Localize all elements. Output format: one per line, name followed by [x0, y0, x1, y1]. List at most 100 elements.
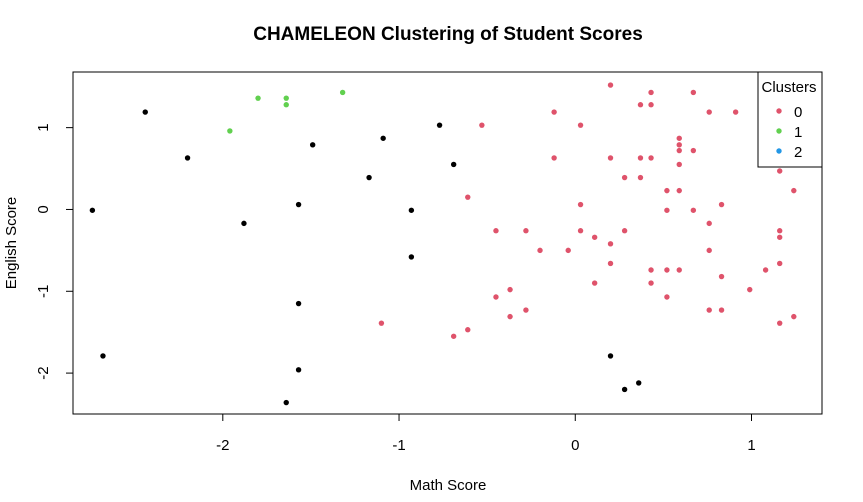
point-cluster-0 — [718, 201, 725, 208]
point-cluster-0 — [690, 147, 697, 154]
point-noise — [366, 174, 372, 181]
point-cluster-0 — [465, 327, 471, 333]
point-cluster-0 — [762, 267, 769, 273]
point-cluster-0 — [648, 267, 654, 273]
point-cluster-0 — [551, 109, 557, 115]
point-cluster-0 — [637, 155, 644, 161]
point-noise — [100, 353, 106, 359]
legend-marker-2 — [776, 148, 782, 154]
point-cluster-1 — [339, 89, 346, 96]
point-noise — [142, 109, 148, 115]
point-cluster-0 — [648, 102, 654, 108]
legend-label-1: 1 — [794, 124, 802, 141]
point-cluster-0 — [523, 307, 529, 313]
point-noise — [436, 122, 443, 128]
point-cluster-0 — [676, 267, 682, 273]
x-axis-label: Math Score — [410, 477, 487, 494]
point-cluster-0 — [621, 174, 628, 181]
point-noise — [295, 367, 302, 373]
legend: Clusters 0 1 2 — [757, 71, 823, 168]
point-noise — [309, 142, 316, 148]
point-cluster-0 — [537, 247, 543, 254]
point-cluster-0 — [507, 286, 513, 293]
x-axis: -2 -1 0 1 — [216, 414, 756, 454]
point-cluster-0 — [676, 161, 682, 168]
point-cluster-0 — [607, 260, 614, 267]
x-tick-label: 0 — [571, 437, 579, 454]
point-cluster-0 — [450, 333, 457, 339]
point-cluster-0 — [493, 228, 499, 234]
point-cluster-0 — [591, 280, 598, 286]
data-points — [89, 82, 797, 406]
point-cluster-0 — [777, 228, 783, 234]
point-noise — [184, 155, 191, 161]
point-cluster-0 — [523, 228, 529, 234]
point-noise — [295, 300, 302, 307]
point-cluster-0 — [607, 241, 614, 247]
legend-marker-0 — [776, 108, 782, 114]
point-cluster-0 — [607, 82, 614, 88]
point-noise — [89, 207, 96, 213]
x-tick-label: -1 — [392, 437, 405, 454]
point-cluster-0 — [378, 320, 385, 326]
point-cluster-0 — [732, 109, 739, 115]
point-cluster-0 — [465, 194, 471, 200]
y-tick-label: -1 — [35, 285, 52, 298]
point-noise — [241, 220, 247, 227]
point-noise — [450, 161, 457, 168]
point-cluster-0 — [664, 187, 670, 194]
legend-label-0: 0 — [794, 104, 802, 121]
point-cluster-0 — [706, 307, 712, 313]
point-cluster-0 — [706, 109, 712, 115]
point-cluster-0 — [577, 201, 584, 208]
point-noise — [408, 207, 415, 213]
point-cluster-1 — [283, 95, 289, 101]
point-cluster-0 — [577, 122, 584, 128]
point-noise — [380, 135, 386, 141]
point-cluster-0 — [664, 207, 670, 213]
y-tick-label: 1 — [35, 123, 52, 131]
legend-box — [757, 71, 823, 168]
point-cluster-0 — [591, 234, 598, 240]
point-cluster-0 — [577, 228, 584, 234]
point-cluster-0 — [791, 313, 797, 320]
point-noise — [295, 201, 302, 208]
point-cluster-0 — [676, 142, 682, 148]
point-noise — [621, 386, 628, 393]
point-cluster-0 — [648, 89, 654, 96]
point-cluster-0 — [718, 273, 725, 280]
point-cluster-0 — [706, 247, 712, 254]
x-tick-label: 1 — [747, 437, 755, 454]
point-cluster-0 — [648, 280, 654, 286]
y-tick-label: -2 — [35, 366, 52, 379]
point-cluster-1 — [283, 102, 289, 108]
point-cluster-0 — [637, 102, 644, 108]
point-cluster-0 — [479, 122, 485, 128]
y-axis-label: English Score — [3, 197, 20, 290]
point-noise — [636, 380, 642, 386]
point-cluster-0 — [664, 267, 670, 273]
point-noise — [607, 353, 614, 359]
point-cluster-0 — [690, 89, 697, 96]
legend-title: Clusters — [761, 79, 816, 96]
point-cluster-0 — [747, 286, 753, 293]
chart-title: CHAMELEON Clustering of Student Scores — [253, 24, 643, 45]
point-cluster-0 — [664, 294, 670, 300]
point-cluster-0 — [718, 307, 725, 313]
point-cluster-0 — [676, 135, 682, 141]
legend-marker-1 — [776, 128, 782, 134]
point-cluster-0 — [648, 155, 654, 161]
point-cluster-0 — [637, 174, 644, 181]
y-tick-label: 0 — [35, 205, 52, 213]
point-cluster-0 — [690, 207, 697, 213]
point-cluster-0 — [551, 155, 557, 161]
point-cluster-1 — [227, 128, 233, 134]
plot-frame — [72, 71, 823, 415]
point-cluster-0 — [706, 220, 712, 227]
point-cluster-0 — [777, 320, 783, 326]
point-cluster-0 — [507, 313, 513, 320]
point-cluster-0 — [493, 294, 499, 300]
point-noise — [408, 254, 415, 260]
point-cluster-0 — [565, 247, 571, 254]
